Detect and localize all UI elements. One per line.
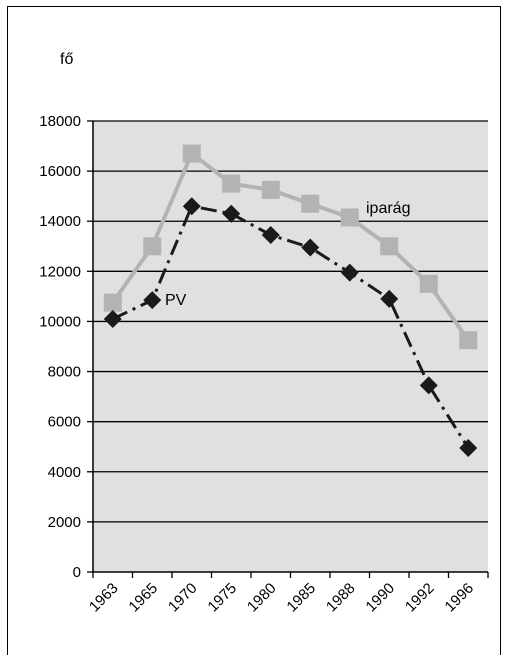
y-tick-label-16000: 16000 <box>39 163 81 180</box>
point-0-6 <box>340 208 359 227</box>
x-tick-label-1990: 1990 <box>362 580 398 616</box>
x-axis-tick-labels: 1963 1965 1970 1975 1980 1985 1988 1990 1992 1996 <box>86 572 489 616</box>
series-line-0 <box>111 151 470 342</box>
y-tick-label-18000: 18000 <box>39 113 81 130</box>
series-label-pv: PV <box>165 292 187 309</box>
plot-area <box>93 121 488 572</box>
point-1-5 <box>301 238 320 257</box>
x-tick-label-1975: 1975 <box>204 580 240 616</box>
point-1-7 <box>380 289 399 308</box>
series-line-1 <box>112 204 470 449</box>
x-tick-label-1996: 1996 <box>441 580 477 616</box>
y-axis-unit-label: fő <box>60 51 73 68</box>
x-tick-label-1965: 1965 <box>125 580 161 616</box>
series-0 <box>103 144 478 350</box>
point-1-1 <box>143 291 162 310</box>
point-1-0 <box>103 309 122 328</box>
y-axis-tick-labels: 0 2000 4000 6000 8000 10000 12000 14000 16000 180… <box>39 113 93 581</box>
point-0-1 <box>143 237 162 256</box>
series-1 <box>103 197 478 457</box>
point-1-6 <box>340 263 359 282</box>
point-0-4 <box>261 180 280 199</box>
x-tick-label-1985: 1985 <box>283 580 319 616</box>
y-tick-label-6000: 6000 <box>48 414 81 431</box>
y-tick-label-2000: 2000 <box>48 514 81 531</box>
series-label-iparag: iparág <box>366 200 410 217</box>
point-1-2 <box>182 197 201 216</box>
point-0-3 <box>222 174 241 193</box>
point-0-5 <box>301 194 320 213</box>
y-tick-label-8000: 8000 <box>48 364 81 381</box>
point-1-3 <box>222 204 241 223</box>
x-tick-label-1988: 1988 <box>323 580 359 616</box>
point-1-8 <box>419 376 438 395</box>
chart-frame <box>7 6 501 655</box>
x-tick-label-1992: 1992 <box>402 580 438 616</box>
point-0-0 <box>103 293 122 312</box>
point-0-8 <box>419 274 438 293</box>
point-0-7 <box>380 237 399 256</box>
y-tick-label-14000: 14000 <box>39 213 81 230</box>
x-tick-label-1970: 1970 <box>165 580 201 616</box>
series-layer <box>103 144 478 457</box>
x-tick-label-1963: 1963 <box>86 580 122 616</box>
gridlines <box>93 120 488 523</box>
y-tick-label-0: 0 <box>73 564 81 581</box>
y-tick-label-12000: 12000 <box>39 263 81 280</box>
y-tick-label-4000: 4000 <box>48 464 81 481</box>
point-0-2 <box>182 144 201 163</box>
x-tick-label-1980: 1980 <box>244 580 280 616</box>
point-0-9 <box>459 331 478 350</box>
point-1-4 <box>261 226 280 245</box>
point-1-9 <box>459 438 478 457</box>
y-tick-label-10000: 10000 <box>39 313 81 330</box>
